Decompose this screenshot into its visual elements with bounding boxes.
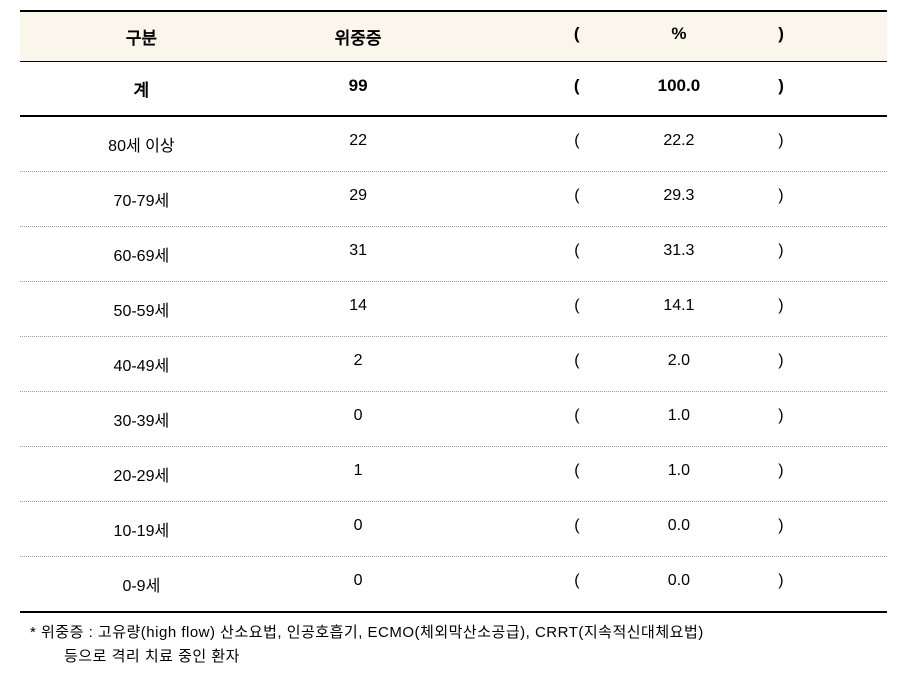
row-paren-left: (	[453, 242, 609, 266]
data-table: 구분 위중증 ( % ) 계 99 ( 100.0 ) 80세 이상22(22.…	[20, 10, 887, 613]
table-body: 80세 이상22(22.2)70-79세29(29.3)60-69세31(31.…	[20, 117, 887, 613]
row-count: 14	[263, 297, 454, 321]
table-row: 30-39세0(1.0)	[20, 392, 887, 447]
row-count: 2	[263, 352, 454, 376]
row-paren-right: )	[748, 407, 887, 431]
total-percent: 100.0	[610, 76, 749, 101]
row-count: 0	[263, 517, 454, 541]
row-count: 1	[263, 462, 454, 486]
row-paren-left: (	[453, 517, 609, 541]
table-header-row: 구분 위중증 ( % )	[20, 12, 887, 62]
row-paren-right: )	[748, 572, 887, 596]
row-category: 10-19세	[20, 517, 263, 541]
row-category: 50-59세	[20, 297, 263, 321]
table-row: 20-29세1(1.0)	[20, 447, 887, 502]
row-count: 31	[263, 242, 454, 266]
row-paren-left: (	[453, 462, 609, 486]
row-category: 20-29세	[20, 462, 263, 486]
row-percent: 1.0	[610, 407, 749, 431]
row-paren-right: )	[748, 462, 887, 486]
footnote-line2: 등으로 격리 치료 중인 환자	[30, 645, 877, 669]
table-row: 60-69세31(31.3)	[20, 227, 887, 282]
row-category: 80세 이상	[20, 132, 263, 156]
row-paren-right: )	[748, 352, 887, 376]
row-paren-left: (	[453, 187, 609, 211]
table-row: 70-79세29(29.3)	[20, 172, 887, 227]
table-row: 80세 이상22(22.2)	[20, 117, 887, 172]
footnote-line1: * 위중증 : 고유량(high flow) 산소요법, 인공호흡기, ECMO…	[30, 621, 877, 645]
header-count: 위중증	[263, 24, 454, 49]
row-count: 0	[263, 572, 454, 596]
row-paren-right: )	[748, 517, 887, 541]
total-count: 99	[263, 76, 454, 101]
row-paren-left: (	[453, 572, 609, 596]
row-count: 0	[263, 407, 454, 431]
row-percent: 14.1	[610, 297, 749, 321]
total-paren-left: (	[453, 76, 609, 101]
row-category: 40-49세	[20, 352, 263, 376]
row-paren-left: (	[453, 352, 609, 376]
row-percent: 0.0	[610, 517, 749, 541]
header-percent: %	[610, 24, 749, 49]
table-row: 0-9세0(0.0)	[20, 557, 887, 613]
row-percent: 2.0	[610, 352, 749, 376]
total-category: 계	[20, 76, 263, 101]
row-paren-left: (	[453, 297, 609, 321]
row-paren-left: (	[453, 132, 609, 156]
row-category: 0-9세	[20, 572, 263, 596]
row-percent: 0.0	[610, 572, 749, 596]
header-paren-left: (	[453, 24, 609, 49]
row-percent: 1.0	[610, 462, 749, 486]
footnote: * 위중증 : 고유량(high flow) 산소요법, 인공호흡기, ECMO…	[20, 613, 887, 669]
row-category: 70-79세	[20, 187, 263, 211]
row-paren-right: )	[748, 297, 887, 321]
row-paren-right: )	[748, 187, 887, 211]
header-category: 구분	[20, 24, 263, 49]
table-row: 40-49세2(2.0)	[20, 337, 887, 392]
header-paren-right: )	[748, 24, 887, 49]
row-percent: 31.3	[610, 242, 749, 266]
table-total-row: 계 99 ( 100.0 )	[20, 62, 887, 117]
row-category: 30-39세	[20, 407, 263, 431]
table-row: 10-19세0(0.0)	[20, 502, 887, 557]
row-category: 60-69세	[20, 242, 263, 266]
row-percent: 22.2	[610, 132, 749, 156]
table-row: 50-59세14(14.1)	[20, 282, 887, 337]
row-percent: 29.3	[610, 187, 749, 211]
row-count: 22	[263, 132, 454, 156]
row-paren-left: (	[453, 407, 609, 431]
row-paren-right: )	[748, 132, 887, 156]
row-paren-right: )	[748, 242, 887, 266]
total-paren-right: )	[748, 76, 887, 101]
row-count: 29	[263, 187, 454, 211]
